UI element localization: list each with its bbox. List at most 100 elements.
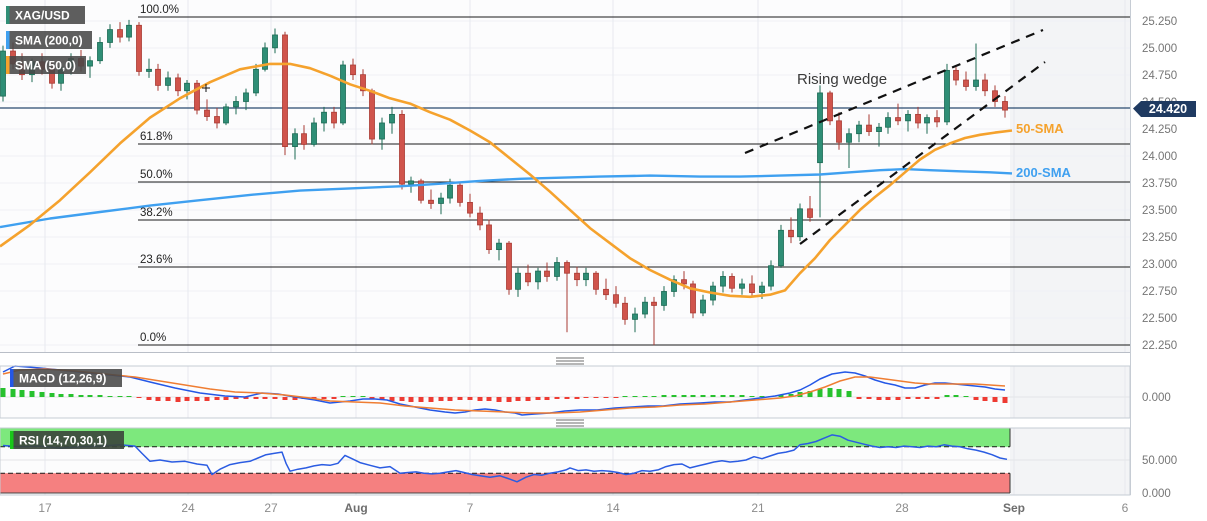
macd-signal-line [2, 368, 1006, 414]
macd-histogram-bar [603, 397, 609, 398]
macd-histogram-bar [729, 395, 735, 397]
macd-histogram-bar [175, 397, 181, 402]
candle-body [856, 124, 862, 135]
candle-body [97, 42, 103, 62]
price-tick-label: 22.250 [1142, 340, 1177, 352]
macd-histogram-bar [438, 397, 444, 401]
rising-wedge-trendlines[interactable] [744, 28, 1046, 245]
macd-histogram-bar [233, 397, 239, 399]
candle-body [583, 272, 589, 281]
macd-histogram-bar [477, 397, 483, 401]
date-tick-label: 6 [1122, 501, 1129, 515]
candle-body [389, 113, 395, 124]
macd-histogram-bar [39, 392, 45, 397]
candle-body [768, 265, 774, 287]
candle-body [282, 34, 288, 147]
date-tick-label: 21 [751, 501, 765, 515]
macd-histogram-bar [944, 395, 950, 397]
macd-histogram-bar [661, 395, 667, 397]
macd-histogram-bar [934, 397, 940, 399]
macd-histogram-bar [807, 391, 813, 397]
macd-histogram-bar [535, 397, 541, 400]
date-tick-label: 24 [181, 501, 195, 515]
sma200-color-tick [6, 31, 10, 49]
macd-histogram-bar [68, 394, 74, 397]
wedge-lower-line [799, 61, 1046, 245]
candle-body [866, 124, 872, 132]
rising-wedge-label: Rising wedge [797, 71, 887, 88]
candle-body [340, 64, 346, 124]
macd-histogram-bar [389, 397, 395, 401]
candle-body [622, 302, 628, 320]
macd-legend[interactable]: MACD (12,26,9) [10, 369, 122, 387]
macd-panel-bg[interactable] [0, 366, 1130, 418]
macd-histogram-bar [262, 397, 268, 399]
macd-histogram-bar [321, 397, 327, 399]
price-tick-label: 23.250 [1142, 232, 1177, 244]
candle-body [272, 34, 278, 49]
macd-divider-grip[interactable] [556, 357, 584, 365]
macd-histogram-bar [155, 397, 161, 401]
legend-sma200[interactable]: SMA (200,0) [6, 31, 92, 49]
candle-body [651, 301, 657, 306]
macd-histogram-bar [506, 397, 512, 402]
candle-body [836, 120, 842, 143]
fibonacci-retracement-lines[interactable] [138, 16, 1130, 346]
candle-body [953, 69, 959, 81]
candle-body [593, 272, 599, 290]
macd-histogram-bar [982, 397, 988, 401]
candle-body [739, 283, 745, 289]
legend-sma50[interactable]: SMA (50,0) [6, 56, 86, 74]
candle-body [661, 291, 667, 306]
candle-body [447, 184, 453, 199]
candle-body [574, 272, 580, 281]
macd-histogram-bar [58, 394, 64, 397]
sma200-tag: 200-SMA [1016, 165, 1072, 180]
candle-body [963, 79, 969, 87]
candle-body [554, 262, 560, 277]
candle-body [690, 283, 696, 314]
macd-histogram-bar [642, 396, 648, 397]
candle-body [603, 288, 609, 296]
candle-body [973, 79, 979, 87]
candle-body [671, 279, 677, 292]
candle-body [117, 29, 123, 38]
current-price-badge: 24.420 [1133, 101, 1196, 117]
candle-body [915, 113, 921, 124]
macd-series [0, 365, 1130, 416]
candle-body [876, 126, 882, 132]
candle-body [681, 279, 687, 285]
macd-histogram-bar [788, 394, 794, 397]
macd-histogram-bar [418, 397, 424, 402]
macd-histogram-bar [846, 391, 852, 397]
price-tick-label: 22.500 [1142, 313, 1177, 325]
candle-body [0, 50, 6, 97]
rsi-legend[interactable]: RSI (14,70,30,1) [10, 431, 124, 449]
candle-body [184, 82, 190, 92]
candle-body [729, 276, 735, 289]
date-tick-label: Sep [1003, 501, 1025, 515]
candle-body [262, 47, 268, 70]
price-axis[interactable]: 25.25025.00024.75024.50024.25024.00023.7… [1142, 16, 1177, 352]
price-tick-label: 25.000 [1142, 43, 1177, 55]
symbol-color-tick [6, 6, 10, 24]
candle-body [107, 29, 113, 43]
candle-body [749, 283, 755, 293]
legend-symbol[interactable]: XAG/USD [6, 6, 85, 24]
date-tick-label: 14 [606, 501, 620, 515]
macd-histogram-bar [379, 397, 385, 400]
candle-body [126, 24, 132, 38]
rsi-divider-grip[interactable] [556, 419, 584, 427]
macd-histogram-bar [340, 396, 346, 397]
date-axis[interactable]: 17 24 27 Aug 7 14 21 28 Sep 6 [38, 501, 1128, 515]
macd-histogram-bar [457, 397, 463, 400]
candle-body [895, 117, 901, 122]
candle-body [924, 117, 930, 124]
candle-body [982, 79, 988, 92]
candle-body [331, 111, 337, 124]
macd-histogram-bar [827, 388, 833, 397]
macd-histogram-bar [525, 397, 531, 401]
candle-body [1002, 101, 1008, 111]
